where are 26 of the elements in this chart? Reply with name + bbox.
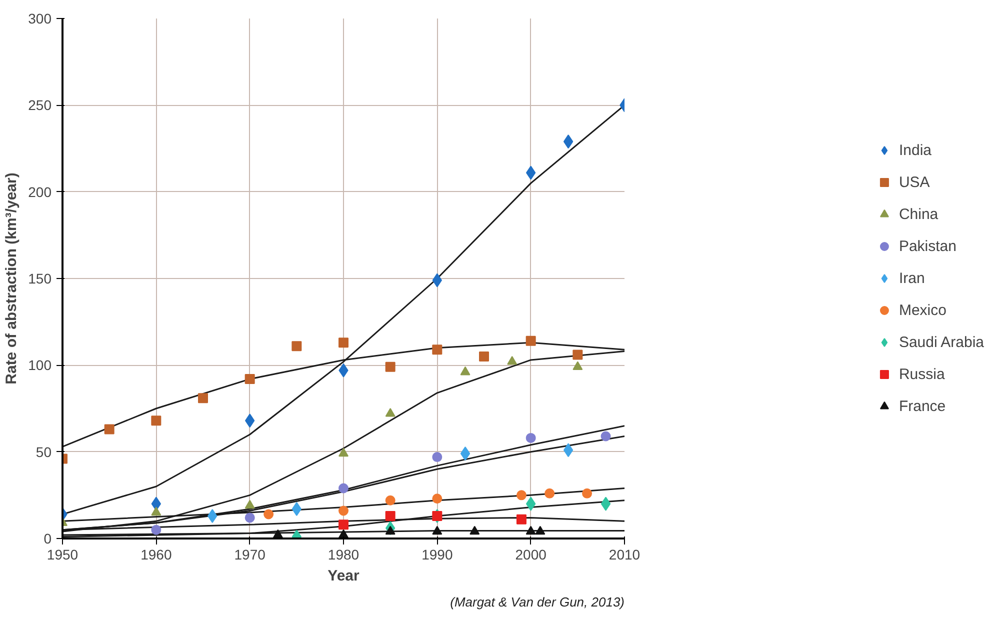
legend-label: Mexico bbox=[898, 302, 946, 318]
legend-label: USA bbox=[898, 174, 930, 190]
text: (Margat & Van der Gun, 2013) bbox=[450, 594, 624, 610]
y-tick-label: 200 bbox=[28, 184, 52, 200]
legend-label: France bbox=[898, 398, 946, 414]
y-tick-label: 250 bbox=[28, 97, 52, 114]
legend-label: Pakistan bbox=[898, 238, 957, 254]
y-tick-label: 100 bbox=[28, 357, 52, 374]
x-tick-label: 1980 bbox=[328, 546, 360, 562]
x-tick-label: 2000 bbox=[515, 546, 547, 562]
x-tick-label: 1970 bbox=[234, 546, 266, 562]
y-tick-label: 0 bbox=[44, 530, 52, 546]
legend-label: China bbox=[898, 206, 938, 222]
y-tick-label: 300 bbox=[28, 10, 52, 26]
y-tick-label: 50 bbox=[36, 444, 52, 460]
x-tick-label: 1960 bbox=[140, 546, 172, 562]
legend-label: Saudi Arabia bbox=[898, 334, 984, 350]
y-axis-title: Rate of abstraction (km³/year) bbox=[3, 172, 20, 384]
x-tick-label: 1990 bbox=[422, 546, 453, 562]
x-tick-label: 2010 bbox=[608, 546, 640, 562]
legend-label: Russia bbox=[898, 366, 945, 382]
x-axis-title: Year bbox=[328, 568, 360, 584]
y-tick-label: 150 bbox=[28, 270, 52, 286]
legend-label: Iran bbox=[898, 270, 925, 286]
x-tick-label: 1950 bbox=[46, 546, 78, 562]
legend-label: India bbox=[898, 142, 932, 158]
